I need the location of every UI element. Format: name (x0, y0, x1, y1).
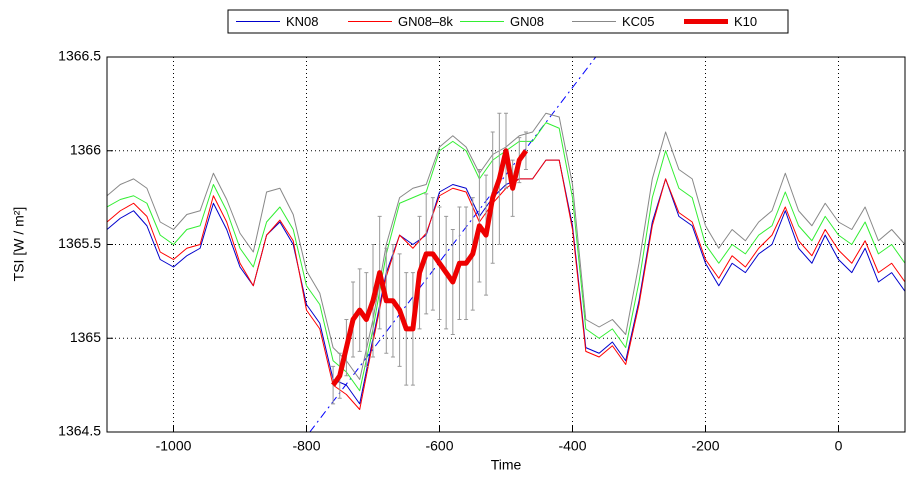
legend-label: KN08 (286, 14, 319, 29)
y-tick-label: 1366 (70, 141, 101, 157)
legend-label: KC05 (622, 14, 655, 29)
y-tick-label: 1364.5 (58, 423, 101, 439)
x-tick-label: -600 (425, 438, 453, 454)
x-axis-label: Time (491, 457, 522, 473)
x-tick-label: -800 (292, 438, 320, 454)
x-tick-label: 0 (835, 438, 843, 454)
x-tick-label: -400 (558, 438, 586, 454)
plot-frame (106, 56, 906, 433)
legend: KN08 GN08–8k GN08 KC05 K10 (227, 9, 789, 34)
series-line (331, 148, 528, 387)
legend-label: GN08–8k (398, 14, 453, 29)
x-tick-label: -1000 (156, 438, 192, 454)
x-tick-label: -200 (691, 438, 719, 454)
legend-label: K10 (734, 14, 757, 29)
y-tick-label: 1365.5 (58, 235, 101, 251)
legend-box (227, 9, 789, 34)
y-tick-label: 1365 (70, 329, 101, 345)
y-tick-label: 1366.5 (58, 48, 101, 64)
legend-label: GN08 (510, 14, 544, 29)
plot-area (107, 57, 905, 432)
y-axis-label: TSI [W / m²] (11, 207, 27, 282)
